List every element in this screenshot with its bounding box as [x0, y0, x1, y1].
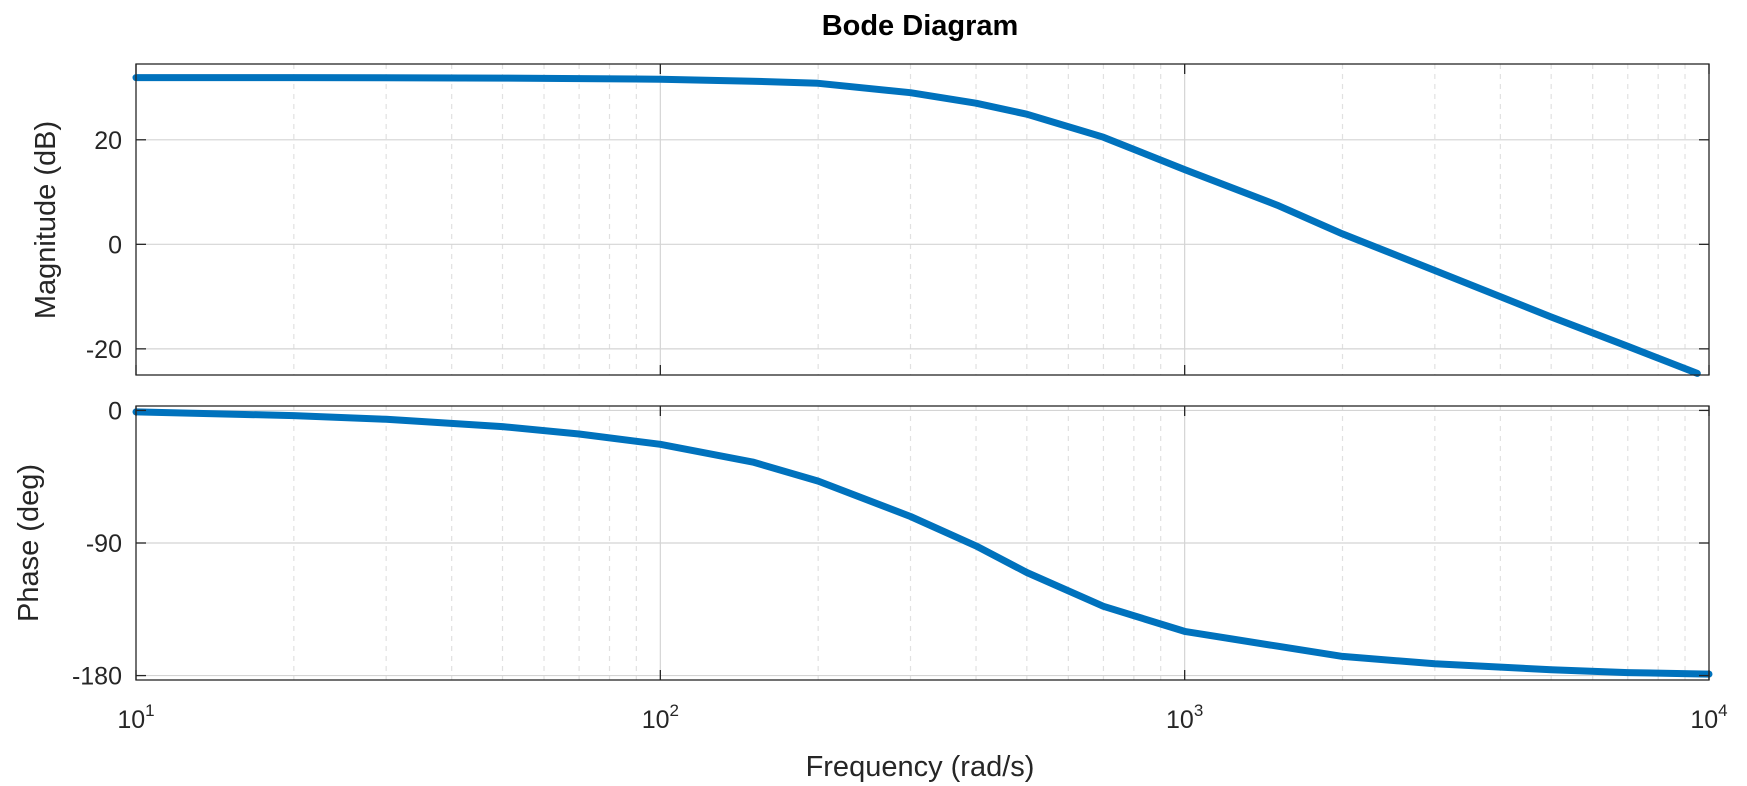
phase-ytick-label: -90: [86, 530, 122, 558]
magnitude-panel: 20 0 -20 Magnitude (dB): [30, 63, 1710, 377]
phase-panel: 0 -90 -180 Phase (deg): [13, 397, 1713, 691]
magnitude-curve: [132, 74, 1701, 377]
magnitude-ytick-label: 20: [94, 127, 122, 155]
phase-curve: [132, 408, 1713, 678]
phase-grid: [136, 406, 1709, 680]
frequency-xlabel: Frequency (rad/s): [806, 751, 1035, 783]
magnitude-axes-frame: [135, 63, 1710, 376]
magnitude-grid: [136, 64, 1709, 375]
frequency-tick-labels: 101 102 103 104: [117, 701, 1727, 734]
frequency-tick-label: 104: [1690, 701, 1727, 734]
phase-ylabel: Phase (deg): [13, 464, 45, 622]
phase-ytick-label: 0: [108, 397, 122, 425]
frequency-tick-label: 103: [1166, 701, 1203, 734]
magnitude-ticks: 20 0 -20: [86, 64, 1710, 375]
magnitude-ylabel: Magnitude (dB): [30, 121, 62, 319]
phase-ytick-label: -180: [72, 663, 122, 691]
frequency-tick-label: 102: [642, 701, 679, 734]
chart-title: Bode Diagram: [822, 10, 1019, 42]
phase-ticks: 0 -90 -180: [72, 397, 1710, 691]
magnitude-ytick-label: -20: [86, 336, 122, 364]
magnitude-ytick-label: 0: [108, 231, 122, 259]
frequency-tick-label: 101: [117, 701, 154, 734]
